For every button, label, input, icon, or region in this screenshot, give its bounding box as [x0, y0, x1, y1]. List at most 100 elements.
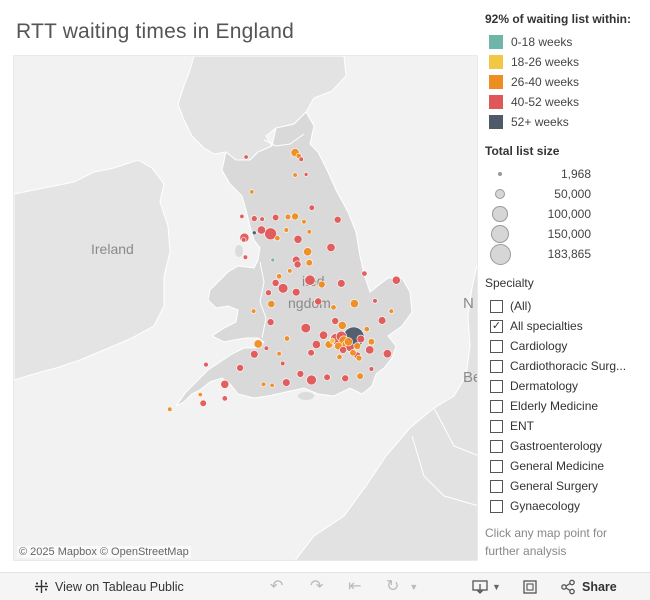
checkbox-unchecked[interactable]: [490, 399, 503, 413]
checkbox-unchecked[interactable]: [490, 339, 503, 353]
provider-point[interactable]: [349, 299, 359, 309]
checkbox-unchecked[interactable]: [490, 479, 503, 493]
checkbox-unchecked[interactable]: [490, 379, 503, 393]
specialty-option[interactable]: ENT: [485, 416, 643, 436]
provider-point[interactable]: [267, 300, 276, 308]
provider-point[interactable]: [337, 320, 347, 330]
color-legend-item[interactable]: 18-26 weeks: [485, 52, 643, 72]
provider-point[interactable]: [391, 275, 401, 285]
provider-point[interactable]: [283, 335, 290, 342]
specialty-option[interactable]: Cardiology: [485, 336, 643, 356]
provider-point[interactable]: [259, 216, 265, 222]
redo-button[interactable]: ↷: [310, 579, 323, 595]
specialty-option[interactable]: (All): [485, 296, 643, 316]
provider-point[interactable]: [343, 337, 353, 347]
provider-point[interactable]: [243, 154, 249, 160]
provider-point[interactable]: [317, 280, 326, 289]
provider-point[interactable]: [377, 316, 387, 325]
provider-point[interactable]: [307, 349, 315, 357]
provider-point[interactable]: [367, 338, 376, 346]
checkbox-unchecked[interactable]: [490, 459, 503, 473]
refresh-button[interactable]: ↻ ▼: [386, 579, 418, 595]
provider-point[interactable]: [277, 283, 289, 294]
specialty-option[interactable]: General Surgery: [485, 476, 643, 496]
checkbox-checked[interactable]: ✓: [490, 319, 503, 333]
checkbox-unchecked[interactable]: [490, 299, 503, 313]
provider-point[interactable]: [363, 326, 370, 333]
provider-point[interactable]: [293, 234, 303, 244]
provider-point[interactable]: [260, 381, 267, 387]
specialty-option[interactable]: Cardiothoracic Surg...: [485, 356, 643, 376]
share-button[interactable]: Share: [560, 579, 617, 595]
provider-point[interactable]: [272, 213, 280, 222]
provider-point[interactable]: [356, 334, 365, 344]
provider-point[interactable]: [167, 406, 173, 412]
provider-point[interactable]: [336, 353, 343, 360]
undo-button[interactable]: ↶: [270, 579, 283, 595]
provider-point[interactable]: [318, 330, 328, 340]
checkbox-unchecked[interactable]: [490, 499, 503, 513]
provider-point[interactable]: [311, 339, 321, 349]
view-on-tableau-public-button[interactable]: View on Tableau Public: [34, 579, 184, 594]
provider-point[interactable]: [303, 172, 309, 177]
provider-point[interactable]: [306, 229, 312, 235]
provider-point[interactable]: [304, 274, 316, 286]
provider-point[interactable]: [365, 345, 375, 355]
provider-point[interactable]: [283, 227, 289, 233]
specialty-option[interactable]: Gynaecology: [485, 496, 643, 514]
provider-point[interactable]: [250, 308, 257, 314]
color-legend-item[interactable]: 26-40 weeks: [485, 72, 643, 92]
provider-point[interactable]: [353, 342, 362, 350]
provider-point[interactable]: [341, 374, 350, 383]
checkbox-unchecked[interactable]: [490, 359, 503, 373]
provider-point[interactable]: [293, 260, 302, 269]
provider-point[interactable]: [331, 317, 340, 325]
provider-point[interactable]: [269, 382, 275, 388]
map-view[interactable]: Ireland ited ngdom N Be © 2025 Mapbox © …: [13, 55, 478, 561]
provider-point[interactable]: [263, 345, 269, 351]
specialty-filter-list[interactable]: (All) ✓ All specialties Cardiology Cardiotho…: [485, 296, 643, 514]
provider-point[interactable]: [241, 237, 247, 243]
provider-point[interactable]: [296, 370, 305, 378]
provider-point[interactable]: [276, 351, 282, 357]
provider-point[interactable]: [251, 215, 258, 222]
provider-point[interactable]: [253, 339, 263, 349]
provider-point[interactable]: [249, 189, 255, 195]
provider-point[interactable]: [274, 235, 281, 242]
provider-point[interactable]: [242, 254, 248, 260]
provider-point[interactable]: [291, 212, 299, 221]
provider-point[interactable]: [236, 364, 244, 372]
provider-point[interactable]: [252, 230, 257, 236]
checkbox-unchecked[interactable]: [490, 419, 503, 433]
color-legend-item[interactable]: 0-18 weeks: [485, 32, 643, 52]
provider-point[interactable]: [197, 392, 203, 398]
download-button[interactable]: ▼: [472, 579, 501, 595]
provider-point[interactable]: [221, 395, 228, 402]
specialty-option[interactable]: Dermatology: [485, 376, 643, 396]
provider-point[interactable]: [276, 273, 283, 280]
data-points-layer[interactable]: [167, 148, 401, 412]
provider-point[interactable]: [330, 304, 337, 311]
provider-point[interactable]: [333, 215, 342, 224]
provider-point[interactable]: [329, 337, 336, 344]
fullscreen-button[interactable]: [522, 579, 538, 595]
provider-point[interactable]: [265, 289, 272, 296]
provider-point[interactable]: [284, 213, 292, 221]
provider-point[interactable]: [271, 278, 280, 287]
specialty-option[interactable]: General Medicine: [485, 456, 643, 476]
provider-point[interactable]: [220, 379, 230, 389]
provider-point[interactable]: [300, 323, 311, 334]
provider-point[interactable]: [270, 257, 276, 263]
provider-point[interactable]: [301, 219, 307, 225]
color-legend-item[interactable]: 40-52 weeks: [485, 92, 643, 112]
provider-point[interactable]: [339, 345, 347, 354]
provider-point[interactable]: [256, 225, 266, 235]
provider-point[interactable]: [280, 360, 286, 367]
provider-point[interactable]: [298, 156, 304, 162]
provider-point[interactable]: [306, 374, 317, 386]
provider-point[interactable]: [356, 372, 364, 380]
provider-point[interactable]: [292, 288, 301, 297]
provider-point[interactable]: [355, 354, 363, 362]
revert-button[interactable]: ⇤: [348, 579, 361, 595]
provider-point[interactable]: [314, 297, 323, 306]
